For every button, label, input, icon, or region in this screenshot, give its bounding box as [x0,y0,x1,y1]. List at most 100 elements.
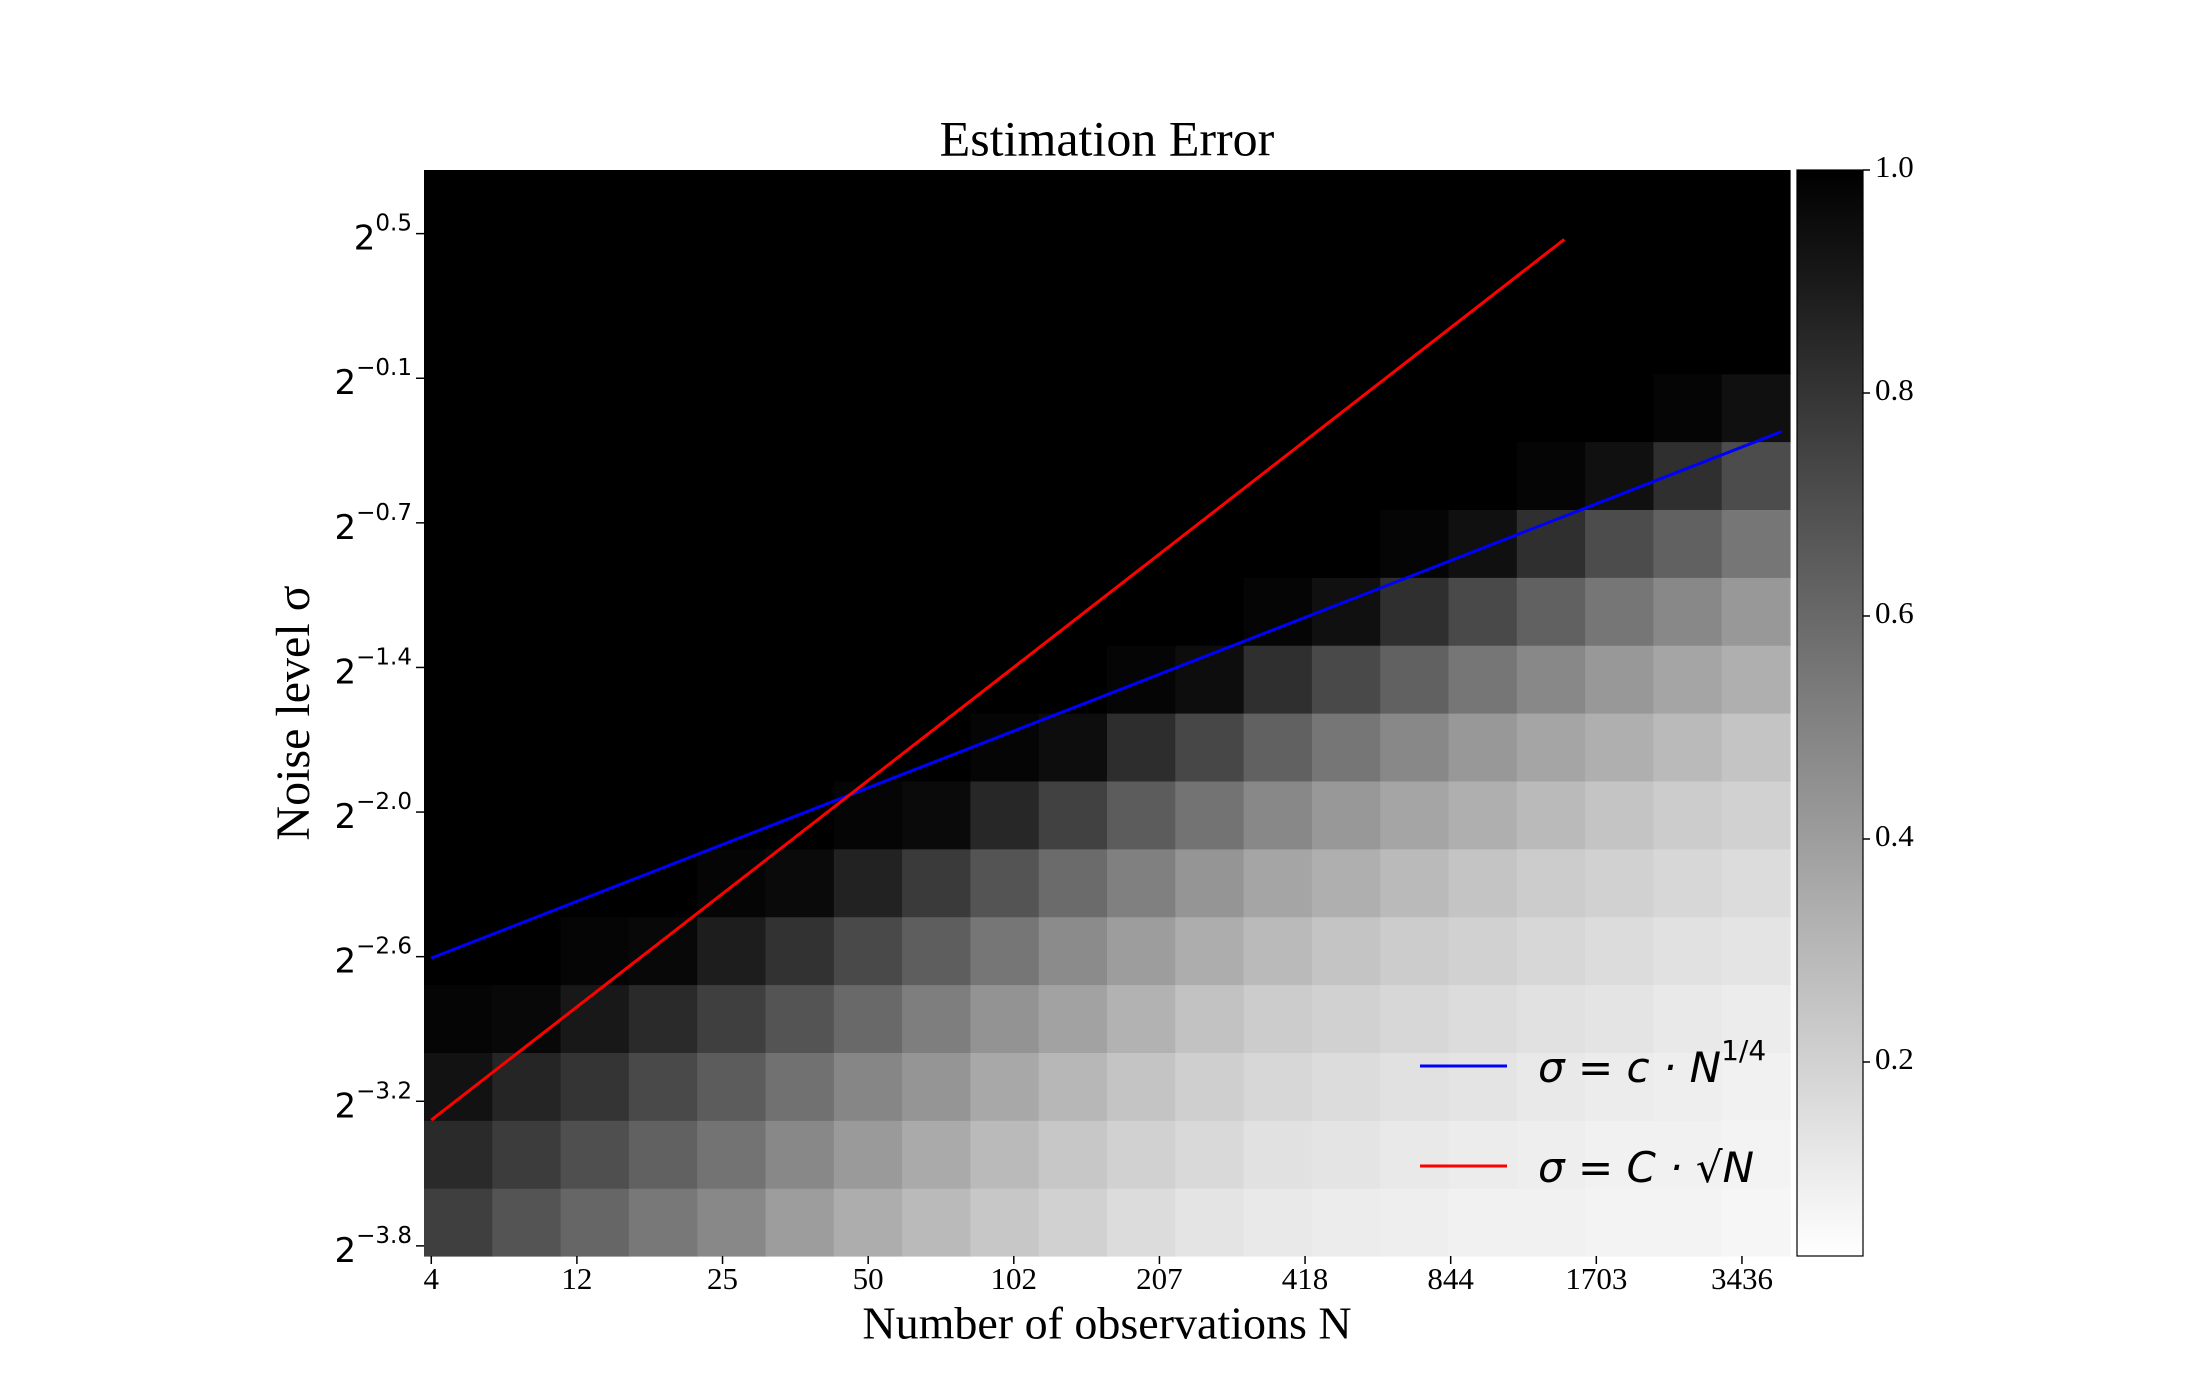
heatmap-cell [765,577,835,646]
heatmap-cell [1175,916,1245,986]
heatmap-cell [1653,848,1723,918]
heatmap-cell [1721,713,1791,782]
heatmap-cell [1107,305,1176,375]
heatmap-cell [1448,1120,1518,1189]
legend-label: σ = c · N1/4 [1538,1034,1766,1092]
y-tick-exponent: −3.2 [356,1078,412,1104]
heatmap-cell [697,509,767,578]
heatmap-cell [1107,916,1176,986]
legend-name: σ = C · √N [1538,1143,1754,1192]
heatmap-cell [697,1120,767,1189]
heatmap-cell [1653,1120,1723,1189]
heatmap-cell [1107,170,1176,239]
heatmap-cell [1516,848,1586,918]
heatmap-cell [492,1188,562,1257]
legend-exponent: 1/4 [1721,1034,1766,1067]
heatmap-cell [1380,1120,1450,1189]
y-tick-label: 20.5 [354,210,412,258]
heatmap-cell [1585,577,1654,646]
heatmap-cell [1243,1188,1313,1257]
heatmap-cell [970,441,1040,510]
heatmap-cell [902,984,971,1053]
heatmap-cell [1038,1120,1108,1189]
heatmap-cell [833,305,903,375]
heatmap-cell [1721,984,1791,1053]
heatmap-cell [765,1120,835,1189]
heatmap-cell [492,645,562,714]
heatmap-cell [424,441,493,510]
heatmap-cell [902,848,971,918]
heatmap-cell [1653,441,1723,510]
heatmap-cell [1243,645,1313,714]
y-tick-base: 2 [335,1230,357,1270]
heatmap-cell [492,577,562,646]
heatmap-cell [1721,237,1791,307]
colorbar-tick-label: 1.0 [1875,149,1914,184]
heatmap-cell [970,984,1040,1053]
heatmap-cell [1448,441,1518,510]
heatmap-cell [560,848,630,918]
heatmap-cell [1107,1188,1176,1257]
heatmap-cell [1448,577,1518,646]
heatmap-cell [1107,373,1176,443]
y-tick-label: 2−2.6 [335,933,413,981]
heatmap-cell [765,170,835,239]
heatmap-cell [1721,441,1791,510]
heatmap-cell [1653,1188,1723,1257]
heatmap-cell [1516,577,1586,646]
heatmap-cell [1175,713,1245,782]
heatmap-cell [424,373,493,443]
heatmap-cell [1038,509,1108,578]
heatmap-cell [1516,373,1586,443]
y-tick-exponent: 0.5 [375,210,412,236]
heatmap-cell [628,780,698,850]
heatmap-cell [492,170,562,239]
heatmap-cell [1243,848,1313,918]
heatmap-cell [902,170,971,239]
heatmap-cell [1243,577,1313,646]
heatmap-cell [1516,984,1586,1053]
heatmap-cell [1311,645,1381,714]
y-tick-base: 2 [335,652,357,692]
x-tick-label: 844 [1427,1261,1474,1296]
chart-title: Estimation Error [940,110,1275,166]
heatmap-cell [424,170,493,239]
heatmap-cell [765,1052,835,1121]
heatmap-cell [833,645,903,714]
heatmap-cell [1448,170,1518,239]
heatmap-cell [970,848,1040,918]
heatmap-cell [1107,237,1176,307]
heatmap-cell [1175,170,1245,239]
heatmap-cell [833,441,903,510]
heatmap-cell [1448,373,1518,443]
colorbar-tick-label: 0.6 [1875,595,1914,630]
heatmap-cell [833,1120,903,1189]
heatmap-cell [1516,305,1586,375]
heatmap-cell [1380,780,1450,850]
heatmap-cell [1516,713,1586,782]
heatmap-cell [1380,237,1450,307]
heatmap-cell [1380,509,1450,578]
heatmap-cell [1721,373,1791,443]
x-tick-label: 418 [1282,1261,1329,1296]
heatmap-cell [1175,237,1245,307]
y-tick-base: 2 [354,218,376,258]
x-tick-label: 25 [707,1261,738,1296]
heatmap-cell [492,1052,562,1121]
heatmap-cell [1175,305,1245,375]
heatmap-cell [1038,305,1108,375]
heatmap-cell [628,373,698,443]
y-tick-base: 2 [335,941,357,981]
heatmap-cell [970,305,1040,375]
heatmap-cell [492,237,562,307]
heatmap-cell [902,1052,971,1121]
heatmap-cell [970,1052,1040,1121]
heatmap-cell [902,577,971,646]
heatmap-cell [424,305,493,375]
y-axis-label: Noise level σ [267,585,320,840]
heatmap-cell [1585,237,1654,307]
heatmap-cell [1448,916,1518,986]
heatmap-cell [833,577,903,646]
heatmap-cell [1380,441,1450,510]
heatmap-cell [1107,1052,1176,1121]
